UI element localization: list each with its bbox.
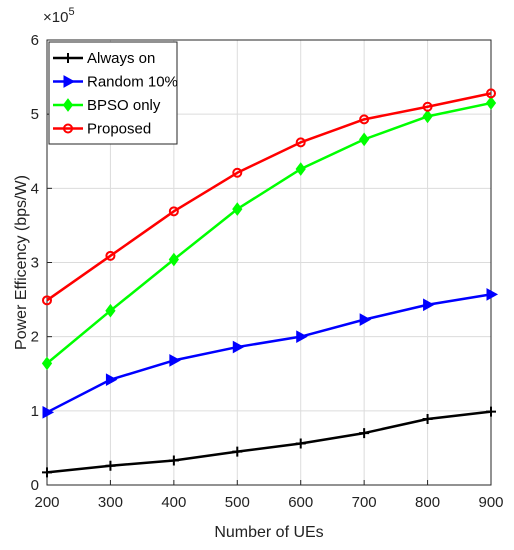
data-point bbox=[295, 438, 306, 449]
x-tick-label: 500 bbox=[225, 494, 250, 511]
data-point bbox=[168, 206, 179, 217]
series-line bbox=[46, 101, 492, 365]
x-tick-label: 400 bbox=[161, 494, 186, 511]
data-point bbox=[232, 446, 243, 457]
data-point bbox=[422, 109, 433, 124]
x-tick-label: 800 bbox=[415, 494, 440, 511]
legend-item: Random 10% bbox=[53, 74, 178, 91]
y-tick-label: 4 bbox=[31, 180, 39, 197]
data-point bbox=[359, 428, 370, 439]
x-tick-label: 700 bbox=[352, 494, 377, 511]
series-random-10- bbox=[42, 288, 499, 419]
y-exponent-base: ×10 bbox=[43, 9, 68, 26]
y-tick-label: 0 bbox=[31, 477, 39, 494]
x-tick-label: 600 bbox=[288, 494, 313, 511]
legend-marker bbox=[62, 98, 74, 112]
data-point bbox=[295, 137, 306, 148]
data-point bbox=[42, 295, 52, 306]
data-point bbox=[486, 406, 496, 417]
legend-item: Always on bbox=[53, 50, 155, 67]
legend-marker bbox=[63, 53, 73, 63]
data-point bbox=[232, 202, 243, 216]
data-point bbox=[359, 114, 370, 125]
series-proposed bbox=[42, 88, 496, 306]
data-point bbox=[105, 250, 116, 261]
legend-item: BPSO only bbox=[53, 97, 161, 114]
x-axis: 200 300 400 500 600 700 800 900 bbox=[34, 480, 504, 511]
series-line bbox=[46, 293, 492, 414]
x-tick-label: 200 bbox=[34, 494, 59, 511]
x-axis-label: Number of UEs bbox=[214, 524, 323, 541]
x-tick-label: 300 bbox=[98, 494, 123, 511]
legend-marker bbox=[63, 75, 76, 88]
data-point bbox=[295, 162, 306, 176]
y-tick-label: 6 bbox=[31, 32, 39, 49]
data-point bbox=[105, 460, 116, 471]
data-point bbox=[486, 288, 499, 301]
data-point bbox=[486, 88, 496, 99]
data-point bbox=[423, 298, 435, 312]
data-point bbox=[42, 405, 55, 419]
data-point bbox=[42, 467, 52, 478]
legend-item: Proposed bbox=[53, 121, 151, 138]
data-point bbox=[168, 252, 179, 267]
data-point bbox=[232, 340, 245, 354]
legend-label: BPSO only bbox=[87, 97, 161, 114]
y-tick-label: 5 bbox=[31, 106, 39, 123]
legend-label: Always on bbox=[87, 50, 155, 67]
series-line bbox=[46, 92, 492, 302]
legend: Always on Random 10% BPSO only Proposed bbox=[48, 41, 178, 145]
data-point bbox=[232, 167, 243, 178]
series-always-on bbox=[42, 406, 496, 478]
legend-marker bbox=[63, 123, 73, 134]
data-point bbox=[105, 373, 118, 387]
data-point bbox=[422, 101, 433, 112]
y-tick-label: 3 bbox=[31, 255, 39, 272]
data-point bbox=[485, 96, 497, 110]
series-bpso-only bbox=[41, 96, 497, 371]
series-line bbox=[46, 410, 492, 474]
data-point bbox=[359, 313, 372, 326]
data-point bbox=[296, 330, 308, 344]
x-tick-label: 900 bbox=[478, 494, 503, 511]
y-axis-label: Power Efficency (bps/W) bbox=[13, 175, 30, 350]
series-group bbox=[41, 88, 499, 478]
data-point bbox=[41, 356, 53, 371]
y-tick-label: 2 bbox=[31, 329, 39, 346]
legend-label: Random 10% bbox=[87, 74, 178, 91]
data-point bbox=[168, 455, 179, 466]
y-axis-exponent: ×105 bbox=[43, 6, 75, 26]
data-point bbox=[359, 132, 370, 147]
data-point bbox=[169, 354, 181, 367]
y-exponent-power: 5 bbox=[68, 6, 74, 18]
data-point bbox=[422, 413, 433, 424]
y-tick-label: 1 bbox=[31, 403, 39, 420]
data-point bbox=[105, 303, 116, 318]
legend-label: Proposed bbox=[87, 121, 151, 138]
